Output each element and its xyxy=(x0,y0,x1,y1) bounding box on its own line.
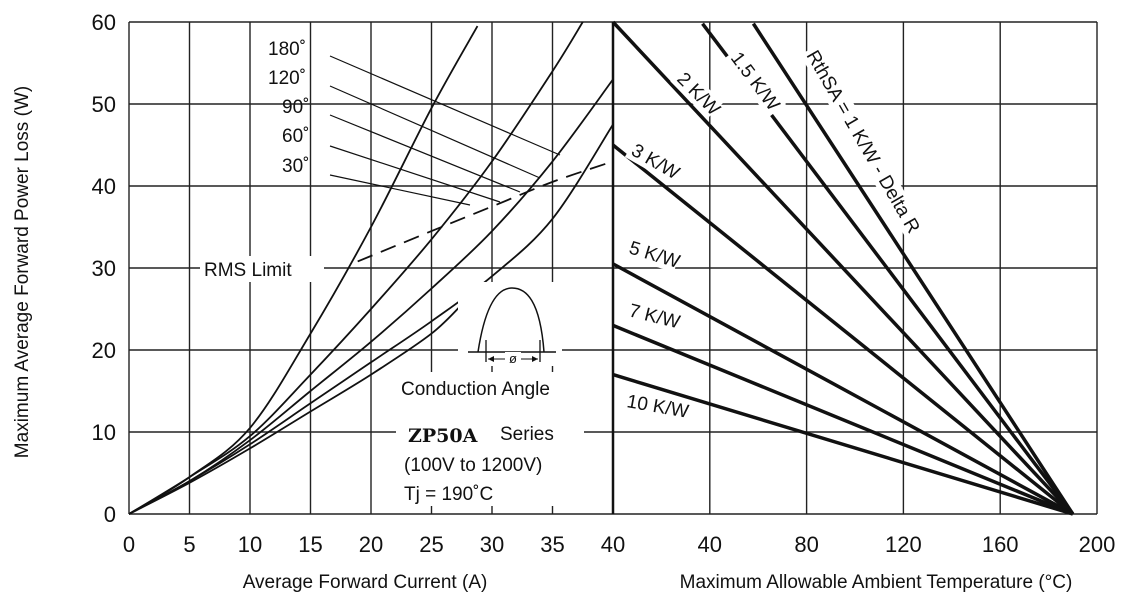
rms-limit-label: RMS Limit xyxy=(204,260,292,281)
voltage-range-label: (100V to 1200V) xyxy=(404,455,542,476)
right-label-bg-3 xyxy=(624,137,682,184)
left-curves xyxy=(128,21,614,515)
y-tick-label: 20 xyxy=(92,338,116,363)
angle-leader-3 xyxy=(329,145,501,203)
left-series-line-4 xyxy=(128,300,467,515)
right-x-axis-label: Maximum Allowable Ambient Temperature (°… xyxy=(680,572,1073,593)
left-x-tick-label: 25 xyxy=(419,532,443,557)
angle-leader-0 xyxy=(329,55,561,156)
conduction-angle-label: Conduction Angle xyxy=(401,379,550,400)
right-curves xyxy=(611,20,1075,516)
angle-label-180: 180˚ xyxy=(268,39,306,60)
y-tick-label: 0 xyxy=(104,502,116,527)
left-series-line-1 xyxy=(128,21,584,515)
rms-label-bg xyxy=(200,256,324,282)
right-x-tick-label: 120 xyxy=(885,532,922,557)
left-x-tick-label: 20 xyxy=(359,532,383,557)
right-series-line-3 xyxy=(611,143,1074,516)
left-series-line-2 xyxy=(128,78,614,515)
right-series-line-2 xyxy=(611,20,1075,516)
right-label-bg-4 xyxy=(623,235,681,273)
left-x-tick-label: 0 xyxy=(123,532,135,557)
right-label-bg-2 xyxy=(670,65,724,119)
left-x-axis-label: Average Forward Current (A) xyxy=(243,572,488,593)
angle-leader-4 xyxy=(329,174,471,206)
angle-label-60: 60˚ xyxy=(282,126,309,147)
angle-leader-lines xyxy=(329,55,561,206)
right-x-tick-label: 40 xyxy=(601,532,625,557)
right-label-bg-5 xyxy=(623,298,681,333)
angle-leader-2 xyxy=(329,114,521,193)
right-x-tick-label: 200 xyxy=(1079,532,1116,557)
tj-label: Tj = 190˚C xyxy=(404,484,493,505)
right-series-line-4 xyxy=(612,262,1074,516)
y-tick-label: 10 xyxy=(92,420,116,445)
right-series-line-0 xyxy=(751,22,1075,515)
left-x-tick-label: 30 xyxy=(480,532,504,557)
right-series-line-6 xyxy=(612,372,1074,516)
right-label-bg-1 xyxy=(724,45,787,118)
left-x-tick-label: 15 xyxy=(298,532,322,557)
y-tick-label: 30 xyxy=(92,256,116,281)
angle-label-90: 90˚ xyxy=(282,97,309,118)
y-tick-label: 60 xyxy=(92,10,116,35)
right-series-labels: RthSA = 1 K/W - Delta R1.5 K/W2 K/W3 K/W… xyxy=(622,43,940,423)
right-x-tick-label: 160 xyxy=(982,532,1019,557)
y-tick-label: 40 xyxy=(92,174,116,199)
y-tick-labels: 0 10 20 30 40 50 60 xyxy=(92,10,116,527)
left-series-line-3 xyxy=(128,124,614,515)
left-series-line-5 xyxy=(357,160,614,263)
info-block-bg xyxy=(396,372,584,506)
angle-label-30: 30˚ xyxy=(282,156,309,177)
right-series-line-5 xyxy=(612,323,1074,516)
left-x-tick-label: 10 xyxy=(238,532,262,557)
inset-phi-symbol: ø xyxy=(509,351,517,366)
series-model-label: ZP50A xyxy=(408,425,478,447)
angle-label-120: 120˚ xyxy=(268,68,306,89)
y-tick-label: 50 xyxy=(92,92,116,117)
right-x-tick-labels: 40 40 80 120 160 200 xyxy=(601,532,1116,557)
right-label-bg-6 xyxy=(622,389,689,423)
left-x-tick-labels: 0 5 10 15 20 25 30 35 xyxy=(123,532,565,557)
conduction-angle-inset: ø xyxy=(458,282,562,366)
left-x-tick-label: 35 xyxy=(540,532,564,557)
right-label-bg-0 xyxy=(800,43,940,265)
y-axis-label: Maximum Average Forward Power Loss (W) xyxy=(12,86,33,458)
right-x-tick-label: 40 xyxy=(698,532,722,557)
right-series-label-0: RthSA = 1 K/W - Delta R xyxy=(802,47,924,237)
series-word-label: Series xyxy=(500,424,554,445)
right-series-label-5: 7 K/W xyxy=(627,300,682,333)
left-x-tick-label: 5 xyxy=(183,532,195,557)
angle-leader-1 xyxy=(329,85,541,179)
right-x-tick-label: 80 xyxy=(794,532,818,557)
